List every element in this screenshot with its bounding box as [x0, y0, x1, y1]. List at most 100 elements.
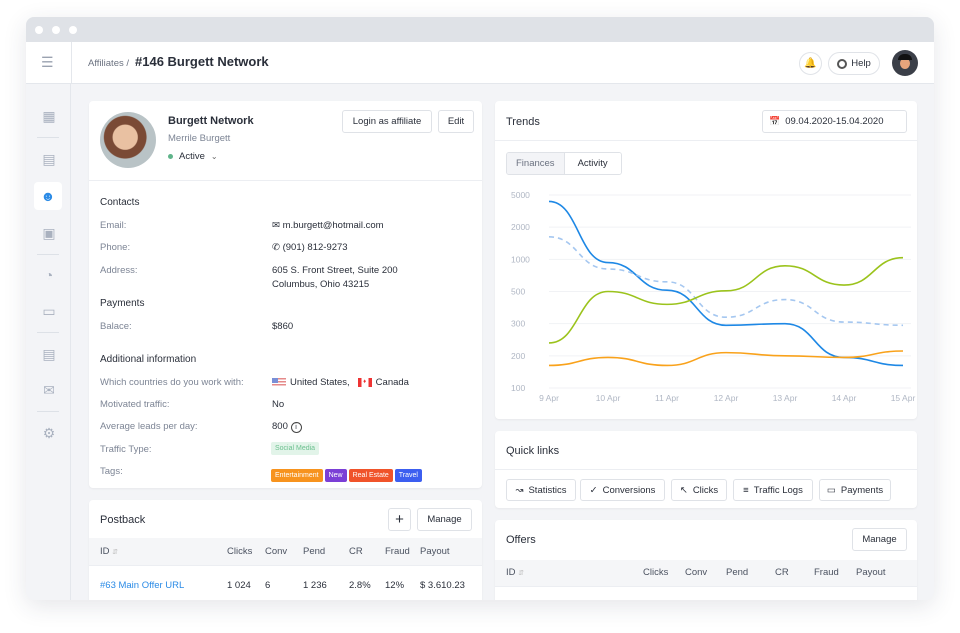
- postback-table-header: [89, 538, 482, 566]
- calendar-icon: 📅: [769, 116, 781, 126]
- credit-card-icon: ▭: [826, 484, 836, 496]
- hamburger-menu-icon[interactable]: ☰: [41, 54, 54, 70]
- postback-card: Postback + Manage ID ⇵ Clicks Conv Pend …: [89, 500, 482, 600]
- quick-link-clicks[interactable]: ↖ Clicks: [671, 479, 727, 501]
- plus-icon: +: [395, 511, 404, 528]
- quick-links-heading: Quick links: [506, 445, 560, 457]
- tag-badge: Entertainment: [271, 469, 323, 482]
- phone-icon: ✆: [272, 242, 283, 253]
- tag-badge: New: [324, 469, 347, 482]
- user-avatar[interactable]: [892, 50, 918, 76]
- column-pend: Pend: [303, 546, 326, 557]
- traffic-type-label: Traffic Type:: [100, 444, 152, 455]
- mail-icon[interactable]: ✉: [43, 381, 55, 398]
- window-dot: [69, 26, 77, 34]
- traffic-type-badge: Social Media: [271, 442, 320, 455]
- mail-icon: ✉: [272, 220, 283, 231]
- status-label: Active: [179, 151, 205, 162]
- payments-heading: Payments: [100, 298, 145, 309]
- column-fraud: Fraud: [814, 567, 839, 578]
- leads-label: Average leads per day:: [100, 421, 198, 432]
- list-icon: ≡: [743, 484, 749, 496]
- help-label: Help: [851, 58, 871, 69]
- contact-name: Merrile Burgett: [168, 133, 231, 144]
- leads-value: 800 i: [272, 421, 302, 433]
- column-cr: CR: [349, 546, 363, 557]
- affiliate-avatar: [100, 112, 156, 168]
- help-button[interactable]: Help: [828, 52, 880, 75]
- trends-line-chart: 100 200 300 500 1000 2000 5000 9 Apr 10 Apr 11 Ap…: [511, 190, 915, 403]
- contacts-heading: Contacts: [100, 197, 140, 208]
- x-tick-label: 10 Apr: [596, 393, 621, 403]
- date-range-picker[interactable]: 📅 09.04.2020-15.04.2020: [762, 110, 907, 133]
- cell-payout: $ 3.610.23: [420, 580, 465, 591]
- user-icon[interactable]: ☻: [34, 182, 62, 210]
- column-payout: Payout: [856, 567, 886, 578]
- y-tick-label: 2000: [511, 222, 530, 232]
- postback-link[interactable]: #63 Main Offer URL: [100, 580, 185, 591]
- address-label: Address:: [100, 265, 138, 276]
- quick-link-payments[interactable]: ▭ Payments: [819, 479, 891, 501]
- login-as-affiliate-button[interactable]: Login as affiliate: [342, 110, 432, 133]
- countries-value: United States, ♦ Canada: [272, 377, 409, 388]
- add-postback-button[interactable]: +: [388, 508, 411, 531]
- motivated-traffic-label: Motivated traffic:: [100, 399, 170, 410]
- offers-card: Offers Manage ID ⇵ Clicks Conv Pend CR F…: [495, 520, 917, 600]
- lifebuoy-icon: [837, 58, 848, 69]
- quick-link-statistics[interactable]: ↝ Statistics: [506, 479, 576, 501]
- offers-manage-button[interactable]: Manage: [852, 528, 907, 551]
- countries-label: Which countries do you work with:: [100, 377, 244, 388]
- offers-table-header: [495, 560, 917, 587]
- card-sync-icon[interactable]: ▤: [42, 345, 56, 362]
- edit-button[interactable]: Edit: [438, 110, 474, 133]
- y-tick-label: 500: [511, 287, 525, 297]
- x-tick-label: 12 Apr: [714, 393, 739, 403]
- notification-bell-icon[interactable]: 🔔: [799, 52, 822, 75]
- balance-label: Balace:: [100, 321, 132, 332]
- phone-value: ✆ (901) 812-9273: [272, 242, 348, 253]
- cursor-icon: ↖: [679, 484, 688, 496]
- credit-card-icon[interactable]: ▭: [42, 302, 56, 319]
- tab-activity[interactable]: Activity: [564, 153, 621, 174]
- cell-fraud: 12%: [385, 580, 405, 591]
- column-fraud: Fraud: [385, 546, 410, 557]
- cell-clicks: 1 024: [227, 580, 251, 591]
- chevron-down-icon: ⌄: [210, 152, 218, 161]
- column-id[interactable]: ID ⇵: [506, 567, 525, 578]
- id-card-icon[interactable]: ▤: [42, 150, 56, 167]
- title-bar: [26, 17, 934, 42]
- gear-icon[interactable]: ⚙: [42, 424, 56, 441]
- top-header: ☰ Affiliates / #146 Burgett Network 🔔 He…: [26, 42, 934, 84]
- tab-finances[interactable]: Finances: [507, 153, 565, 174]
- quick-links-card: Quick links ↝ Statistics ✓ Conversions ↖ Cl…: [495, 431, 917, 508]
- y-tick-label: 300: [511, 319, 525, 329]
- check-circle-icon: ✓: [589, 484, 598, 496]
- briefcase-icon[interactable]: ▣: [42, 224, 56, 241]
- window-dot: [35, 26, 43, 34]
- column-conv: Conv: [685, 567, 708, 578]
- info-icon[interactable]: i: [290, 422, 302, 433]
- email-value[interactable]: ✉ m.burgett@hotmail.com: [272, 220, 384, 231]
- canada-flag-icon: ♦: [357, 378, 372, 387]
- cell-cr: 2.8%: [349, 580, 371, 591]
- postback-manage-button[interactable]: Manage: [417, 508, 472, 531]
- y-tick-label: 200: [511, 351, 525, 361]
- cell-conv: 6: [265, 580, 271, 591]
- breadcrumb[interactable]: Affiliates /: [88, 58, 130, 69]
- trends-tabs: Finances Activity: [506, 152, 622, 175]
- dashboard-icon[interactable]: ▦: [42, 107, 56, 124]
- tags-label: Tags:: [100, 466, 123, 477]
- column-id[interactable]: ID ⇵: [100, 546, 119, 557]
- quick-link-traffic-logs[interactable]: ≡ Traffic Logs: [733, 479, 813, 501]
- trends-card: Trends 📅 09.04.2020-15.04.2020 Finances A…: [495, 101, 917, 419]
- quick-link-conversions[interactable]: ✓ Conversions: [580, 479, 665, 501]
- tag-badge: Travel: [394, 469, 422, 482]
- us-flag-icon: [272, 378, 286, 387]
- status-dropdown[interactable]: Active ⌄: [168, 151, 218, 162]
- app-window: ☰ Affiliates / #146 Burgett Network 🔔 He…: [26, 17, 934, 600]
- sidebar: ▦ ▤ ☻ ▣ ◔ ▭ ▤ ✉ ⚙: [26, 84, 71, 600]
- x-tick-label: 13 Apr: [773, 393, 798, 403]
- chart-pie-icon[interactable]: ◔: [44, 267, 54, 283]
- tag-badge: Real Estate: [348, 469, 393, 482]
- window-dot: [52, 26, 60, 34]
